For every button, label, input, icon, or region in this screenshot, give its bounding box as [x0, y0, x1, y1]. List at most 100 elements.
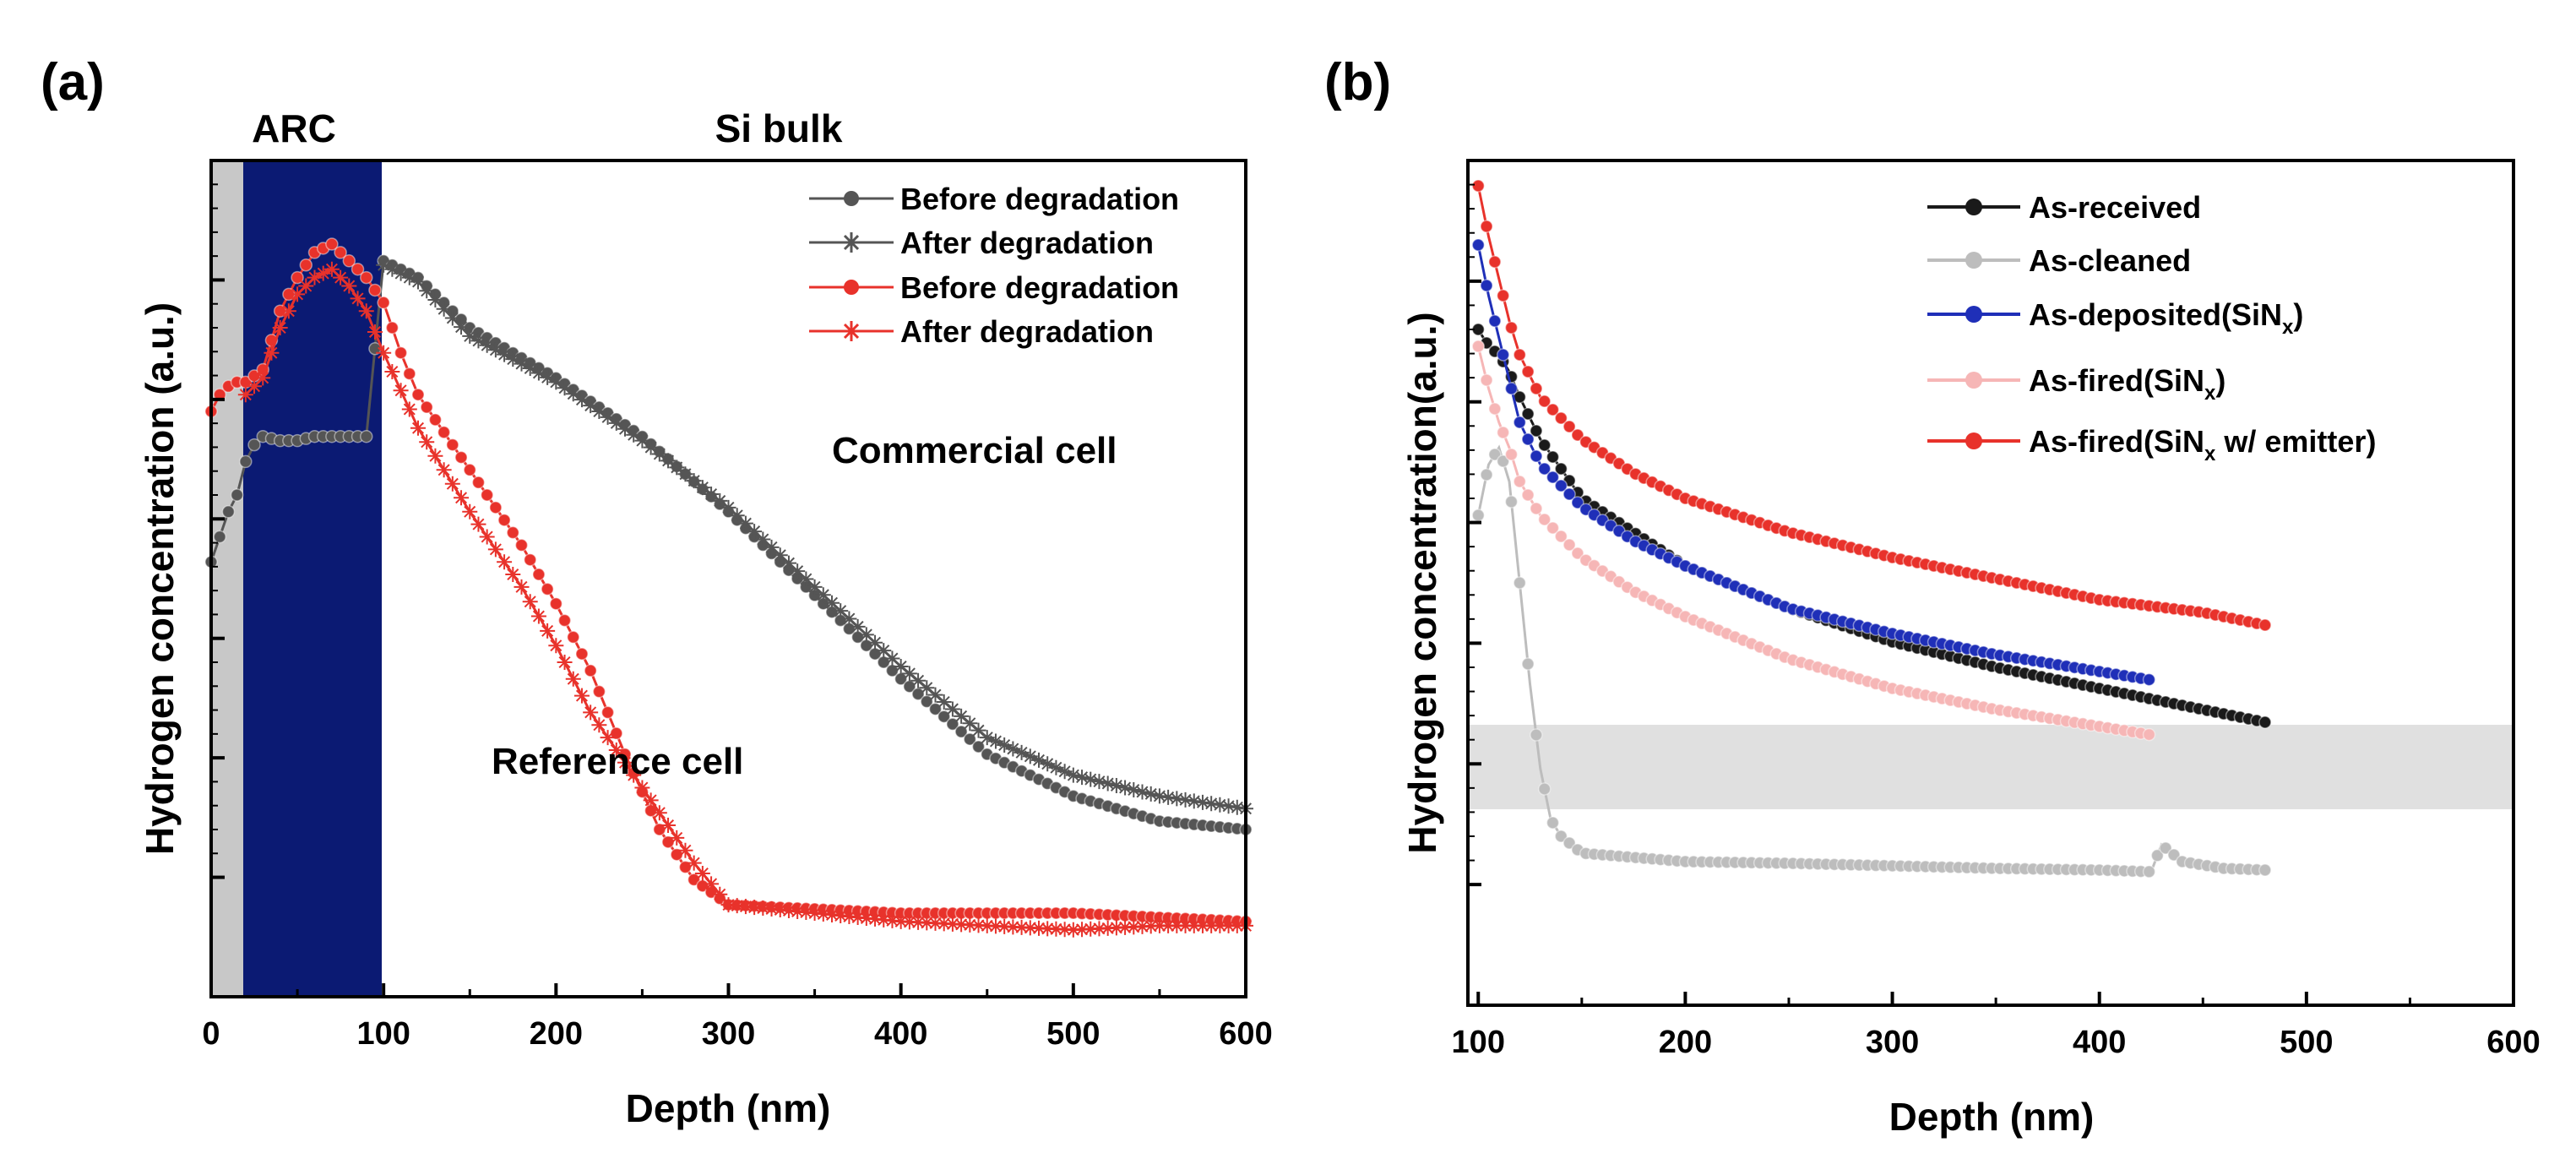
data-point — [583, 398, 599, 414]
data-point — [419, 283, 435, 299]
data-point — [608, 415, 624, 431]
data-point — [592, 684, 606, 699]
data-point — [237, 387, 253, 403]
data-point — [291, 270, 304, 285]
data-point — [1212, 917, 1228, 933]
data-point — [1126, 781, 1142, 797]
data-point — [651, 446, 667, 462]
series-a-2 — [376, 257, 1253, 817]
data-point — [1571, 547, 1584, 560]
data-point — [720, 897, 736, 913]
data-point — [687, 873, 701, 887]
data-point — [643, 439, 659, 455]
panel-b-x-axis-title: Depth (nm) — [1889, 1095, 2095, 1139]
data-point — [557, 613, 572, 628]
data-point — [567, 630, 580, 645]
data-point — [420, 400, 433, 414]
data-point — [1040, 921, 1056, 937]
legend-b-label-5: As-fired(SiNx w/ emitter) — [2029, 424, 2376, 465]
data-point — [1562, 836, 1576, 850]
data-point — [893, 913, 909, 929]
legend-a-item-2: After degradation — [809, 226, 1154, 260]
legend-b-item-4: As-fired(SiNx) — [1927, 363, 2225, 405]
x-tick-label: 600 — [1219, 1016, 1272, 1052]
x-tick-label: 200 — [1659, 1025, 1712, 1060]
data-point — [954, 708, 970, 724]
panel-a-label: (a) — [41, 53, 105, 112]
data-point — [1496, 426, 1510, 439]
data-point — [1471, 179, 1486, 193]
data-point — [1005, 741, 1021, 757]
data-point — [962, 715, 978, 732]
data-point — [497, 346, 513, 362]
legend-b-marker-1 — [1965, 199, 1982, 215]
data-point — [1546, 403, 1560, 416]
data-point — [1521, 407, 1535, 421]
data-point — [368, 283, 382, 297]
data-point — [489, 501, 503, 514]
data-point — [1521, 488, 1535, 502]
data-point — [815, 587, 831, 603]
data-point — [1471, 238, 1486, 252]
data-point — [272, 320, 288, 335]
series-a-4 — [237, 261, 1253, 938]
data-point — [264, 345, 280, 361]
data-point — [506, 525, 520, 540]
data-point — [997, 918, 1013, 934]
data-point — [901, 666, 917, 682]
data-point — [1134, 918, 1150, 934]
data-point — [384, 363, 400, 379]
data-point — [704, 876, 720, 892]
data-point — [351, 262, 365, 276]
panel-b-plot-frame — [1466, 159, 2515, 1007]
data-point — [522, 361, 538, 377]
data-point — [1480, 279, 1493, 292]
data-point — [557, 655, 573, 670]
data-point — [437, 426, 451, 439]
data-point — [927, 915, 943, 931]
data-point — [1504, 321, 1519, 335]
data-point — [514, 538, 529, 552]
panel-a-x-axis-title: Depth (nm) — [626, 1086, 831, 1130]
data-point — [497, 513, 511, 527]
series-b-3 — [1471, 238, 2156, 687]
data-point — [910, 672, 927, 688]
data-point — [1083, 771, 1099, 787]
data-point — [454, 319, 470, 335]
data-point — [1014, 919, 1030, 935]
data-point — [480, 488, 494, 502]
data-point — [1005, 919, 1021, 935]
legend-b-label-4: As-fired(SiNx) — [2029, 363, 2225, 405]
data-point — [979, 730, 995, 746]
data-point — [1169, 791, 1185, 807]
panel-b-label: (b) — [1324, 53, 1391, 112]
legend-a-item-3: Before degradation — [809, 270, 1179, 305]
data-point — [669, 830, 685, 846]
data-point — [1117, 780, 1133, 796]
data-point — [678, 860, 693, 874]
data-point — [764, 901, 780, 917]
data-point — [454, 450, 468, 465]
data-point — [2167, 848, 2181, 862]
data-point — [979, 917, 995, 933]
data-point — [841, 908, 857, 924]
data-point — [626, 427, 642, 443]
legend-a-label-4: After degradation — [900, 314, 1154, 349]
legend-a-item-4: After degradation — [809, 314, 1154, 349]
data-point — [927, 687, 943, 703]
legend-a-label-3: Before degradation — [900, 270, 1179, 305]
legend-b-label-2: As-cleaned — [2029, 243, 2191, 278]
data-point — [1496, 348, 1510, 362]
data-point — [479, 529, 495, 545]
data-point — [1169, 917, 1185, 933]
data-point — [323, 261, 340, 277]
data-point — [497, 554, 513, 570]
x-tick-label: 500 — [1046, 1016, 1100, 1052]
data-point — [565, 386, 581, 402]
region-label-si-bulk: Si bulk — [715, 106, 843, 150]
data-point — [712, 492, 728, 509]
data-point — [626, 767, 642, 783]
x-tick-label: 100 — [1452, 1025, 1505, 1060]
data-point — [997, 737, 1013, 753]
data-point — [755, 900, 771, 917]
